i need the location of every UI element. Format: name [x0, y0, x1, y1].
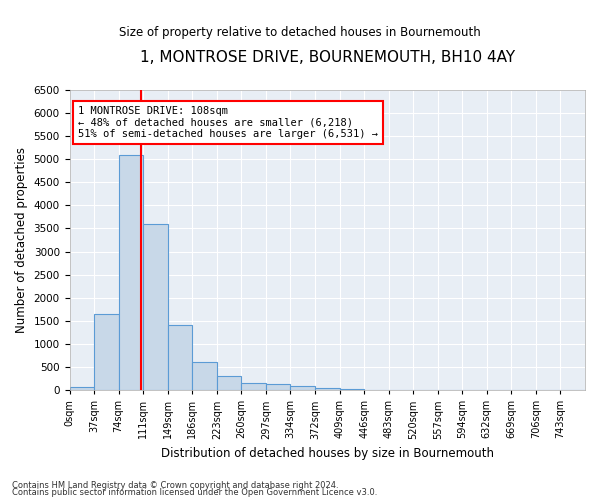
X-axis label: Distribution of detached houses by size in Bournemouth: Distribution of detached houses by size … [161, 447, 494, 460]
Text: Contains HM Land Registry data © Crown copyright and database right 2024.: Contains HM Land Registry data © Crown c… [12, 480, 338, 490]
Title: 1, MONTROSE DRIVE, BOURNEMOUTH, BH10 4AY: 1, MONTROSE DRIVE, BOURNEMOUTH, BH10 4AY [140, 50, 515, 65]
Bar [315, 388, 340, 390]
Text: Contains public sector information licensed under the Open Government Licence v3: Contains public sector information licen… [12, 488, 377, 497]
Bar [119, 156, 143, 390]
Bar [70, 388, 94, 390]
Bar [94, 314, 119, 390]
Bar [217, 376, 241, 390]
Bar [192, 362, 217, 390]
Bar [340, 389, 364, 390]
Bar [143, 224, 168, 390]
Bar [168, 326, 192, 390]
Y-axis label: Number of detached properties: Number of detached properties [15, 147, 28, 333]
Text: 1 MONTROSE DRIVE: 108sqm
← 48% of detached houses are smaller (6,218)
51% of sem: 1 MONTROSE DRIVE: 108sqm ← 48% of detach… [78, 106, 378, 139]
Bar [266, 384, 290, 390]
Bar [241, 382, 266, 390]
Text: Size of property relative to detached houses in Bournemouth: Size of property relative to detached ho… [119, 26, 481, 39]
Bar [290, 386, 315, 390]
